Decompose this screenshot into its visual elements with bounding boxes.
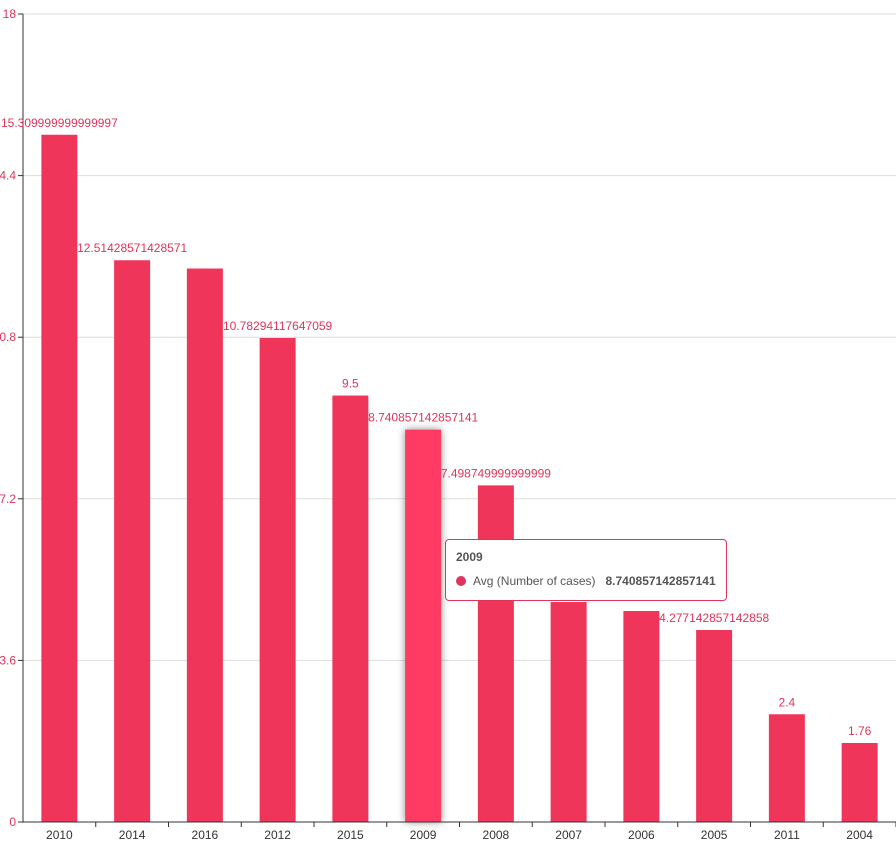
x-tick-label: 2008 xyxy=(483,828,510,842)
x-tick-label: 2006 xyxy=(628,828,655,842)
bar-2007 xyxy=(550,602,587,822)
bar-2005 xyxy=(696,630,733,822)
y-tick-label: 0 xyxy=(9,815,16,829)
x-tick-label: 2012 xyxy=(264,828,291,842)
bar-2014 xyxy=(114,260,151,822)
x-tick-label: 2007 xyxy=(555,828,582,842)
data-label: 9.5 xyxy=(342,377,359,391)
bar-2011 xyxy=(768,714,805,822)
y-tick-label: 10.8 xyxy=(0,330,16,344)
bar-2015 xyxy=(332,395,369,822)
series-color-dot xyxy=(456,576,466,586)
x-tick-label: 2005 xyxy=(701,828,728,842)
y-tick-label: 7.2 xyxy=(0,492,16,506)
data-label: 4.277142857142858 xyxy=(659,611,769,625)
bar-2010 xyxy=(41,134,78,823)
bar-2006 xyxy=(623,611,660,822)
x-tick-label: 2010 xyxy=(46,828,73,842)
chart-tooltip: 2009 Avg (Number of cases) 8.74085714285… xyxy=(445,539,727,601)
tooltip-row: Avg (Number of cases) 8.740857142857141 xyxy=(456,574,716,588)
x-tick-label: 2004 xyxy=(846,828,873,842)
tooltip-series-label: Avg (Number of cases) xyxy=(473,574,596,588)
bar-2004 xyxy=(841,742,878,822)
bar-2009 xyxy=(405,429,442,822)
data-label: 12.51428571428571 xyxy=(77,241,187,255)
y-tick-label: 18 xyxy=(3,7,17,21)
bar-2016 xyxy=(186,268,223,822)
x-tick-label: 2009 xyxy=(410,828,437,842)
tooltip-value: 8.740857142857141 xyxy=(605,574,716,588)
data-label: 2.4 xyxy=(779,695,796,709)
x-tick-label: 2014 xyxy=(119,828,146,842)
data-label: 8.740857142857141 xyxy=(368,411,478,425)
data-label: 1.76 xyxy=(848,724,872,738)
x-tick-label: 2016 xyxy=(192,828,219,842)
data-label: 15.309999999999997 xyxy=(1,116,118,130)
bar-2012 xyxy=(259,337,296,822)
x-tick-label: 2011 xyxy=(774,828,800,842)
tooltip-title: 2009 xyxy=(456,550,483,564)
x-tick-label: 2015 xyxy=(337,828,364,842)
data-label: 10.78294117647059 xyxy=(223,319,333,333)
y-tick-label: 14.4 xyxy=(0,169,16,183)
bar-2008 xyxy=(477,485,514,822)
data-label: 7.498749999999999 xyxy=(441,466,551,480)
y-tick-label: 3.6 xyxy=(0,653,16,667)
